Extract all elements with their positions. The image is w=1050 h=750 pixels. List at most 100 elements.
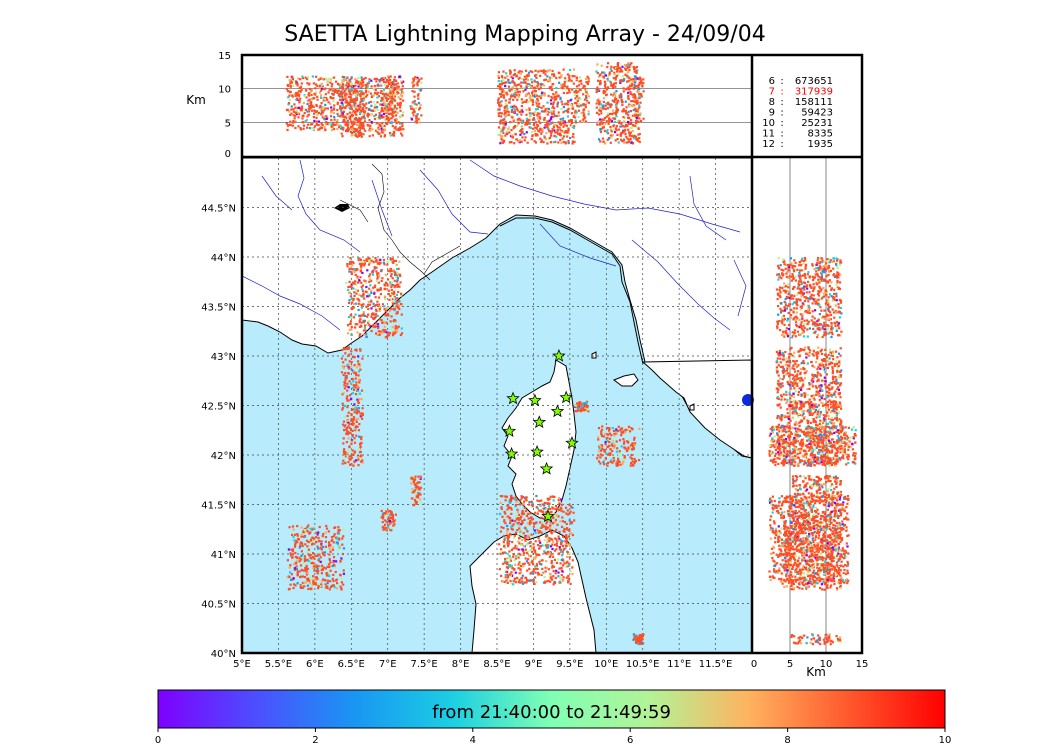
altitude-source [570,121,574,124]
altitude-source [333,76,336,79]
lightning-source [510,508,513,511]
altitude-source [541,130,544,133]
altitude-source [330,129,334,132]
altitude-source [595,90,598,93]
altitude-source [504,126,507,129]
altitude-source [396,128,399,131]
lightning-source [523,496,526,499]
altitude-source [346,113,349,116]
altitude-source [528,107,531,110]
altitude-source [597,98,600,101]
lightning-source [504,576,507,579]
altitude-source [600,120,603,123]
altitude-source [518,111,521,114]
altitude-source [614,82,617,85]
side-source [779,311,783,314]
lightning-source [534,531,537,534]
altitude-source [387,76,391,79]
lightning-source [627,441,630,444]
altitude-source [314,93,317,96]
lightning-source [325,524,328,528]
lightning-source [515,498,518,502]
altitude-source [387,107,390,111]
lightning-source [321,535,324,538]
altitude-source [343,121,346,124]
altitude-source [306,110,309,113]
altitude-source [507,78,510,82]
lightning-source [610,440,613,443]
lightning-source [549,526,552,529]
lightning-source [370,259,373,262]
lightning-source [416,488,419,491]
altitude-source [306,126,309,129]
altitude-source [601,105,604,108]
lightning-source [296,556,299,560]
lightning-source [349,463,352,466]
altitude-source [383,102,386,105]
lightning-source [342,547,346,550]
altitude-source [323,96,326,99]
lightning-source [316,567,319,570]
altitude-source [550,85,553,88]
lightning-source [319,547,322,550]
altitude-source [299,97,302,100]
altitude-source [540,132,543,135]
lightning-source [550,545,553,548]
lightning-source [544,502,547,505]
lightning-source [360,306,363,309]
altitude-source [608,117,611,120]
altitude-source [350,85,354,88]
lightning-source [354,386,357,389]
altitude-source [361,108,364,111]
lightning-source [347,363,351,366]
lightning-source [291,550,294,553]
altitude-source [379,103,382,106]
altitude-source [292,119,295,123]
lightning-source [523,545,527,548]
altitude-source [580,82,583,85]
lightning-source [316,545,319,548]
altitude-source [518,93,521,96]
lightning-source [509,574,512,577]
altitude-source [598,103,601,106]
side-source [827,274,830,277]
lightning-source [509,557,512,560]
lightning-source [327,563,331,566]
side-source [791,334,794,338]
altitude-source [611,134,614,137]
altitude-source [614,96,617,99]
altitude-source [387,119,391,122]
lightning-source [515,523,518,526]
lightning-source [358,319,361,322]
lightning-source [383,321,386,325]
lightning-source [616,447,619,450]
lightning-source [567,581,570,584]
altitude-source [348,102,351,105]
lightning-source [568,552,571,555]
lightning-source [299,544,302,547]
altitude-source [359,105,362,109]
altitude-source [320,107,324,110]
altitude-source [360,124,363,127]
lightning-source [534,549,537,552]
lightning-source [507,545,510,548]
altitude-source [287,84,290,87]
altitude-source [498,85,502,88]
lightning-source [520,531,523,534]
altitude-source [555,86,558,90]
lightning-source [371,273,375,276]
altitude-source [630,100,633,103]
altitude-source [402,128,405,131]
altitude-source [553,75,556,78]
altitude-source [376,96,379,99]
altitude-source [394,110,397,113]
lightning-source [292,577,295,580]
side-source [834,325,837,328]
side-source [814,273,817,276]
lightning-source [416,482,419,485]
altitude-source [525,94,528,97]
lightning-source [344,347,347,350]
altitude-source [606,107,610,110]
altitude-source [352,92,355,95]
altitude-source [392,115,395,118]
